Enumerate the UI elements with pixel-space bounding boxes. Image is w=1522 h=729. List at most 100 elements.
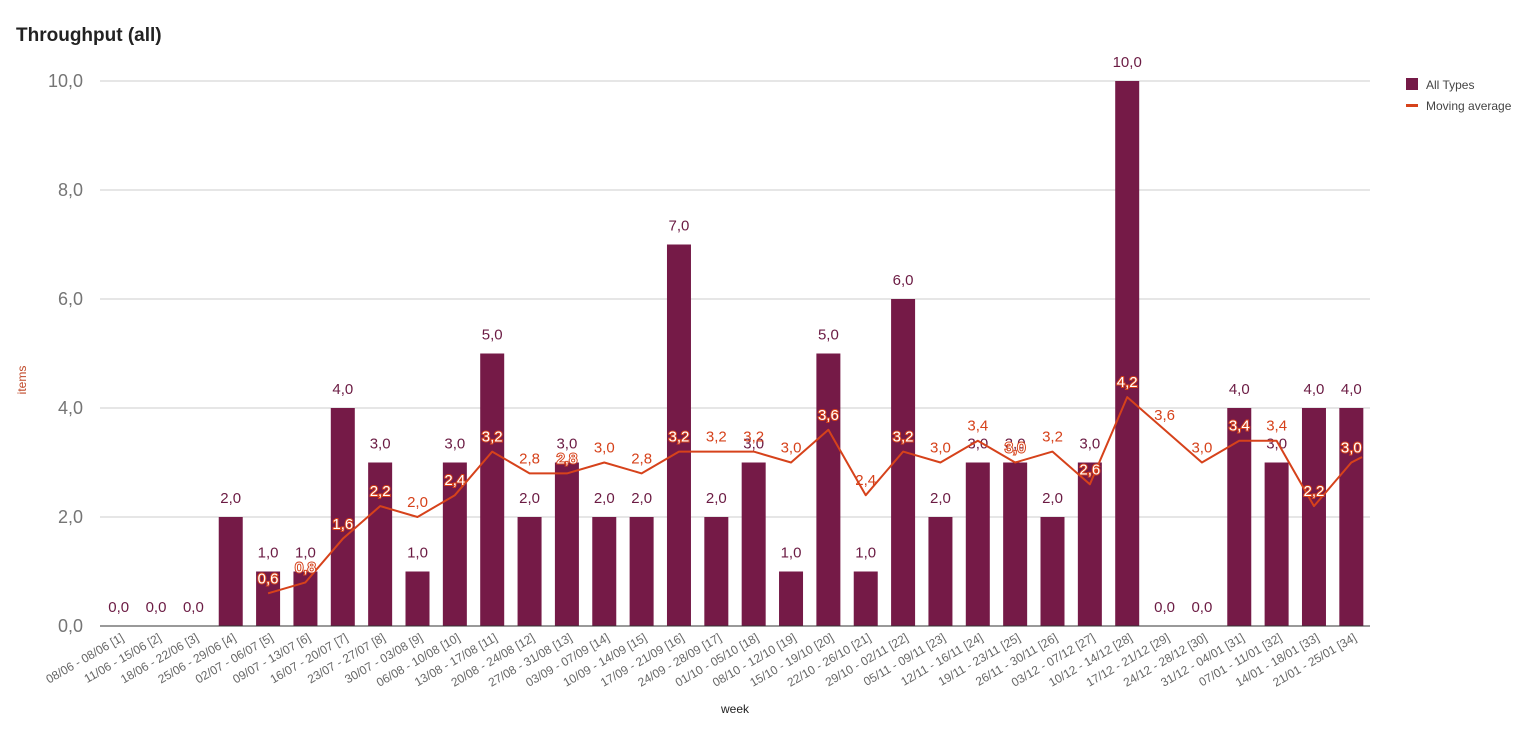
bar-value-label: 4,0 bbox=[332, 381, 353, 398]
bar bbox=[666, 244, 691, 626]
bar-value-label: 3,0 bbox=[556, 436, 577, 453]
y-axis-ticks: 0,0 2,0 4,0 6,0 8,0 10,0 bbox=[48, 71, 83, 636]
y-tick-label: 8,0 bbox=[58, 180, 83, 200]
legend: All Types Moving average bbox=[1406, 78, 1512, 113]
bar-value-label: 5,0 bbox=[482, 327, 503, 344]
bar bbox=[368, 462, 393, 626]
bar-value-label: 10,0 bbox=[1113, 54, 1142, 71]
bar-series bbox=[218, 81, 1364, 626]
bar-value-label: 1,0 bbox=[781, 545, 802, 562]
moving-average-value-label: 2,0 bbox=[407, 494, 428, 511]
moving-average-value-label: 3,0 bbox=[1005, 440, 1026, 457]
bar bbox=[891, 299, 916, 626]
bar-value-label: 2,0 bbox=[220, 490, 241, 507]
y-tick-label: 0,0 bbox=[58, 616, 83, 636]
bar bbox=[779, 571, 804, 626]
moving-average-data-labels: 0,60,81,62,22,02,43,22,8 2,83,02,83,2 3,2 3… bbox=[257, 373, 1363, 588]
bar bbox=[704, 517, 729, 626]
bar-value-label: 0,0 bbox=[183, 599, 204, 616]
legend-label-all-types: All Types bbox=[1426, 78, 1474, 92]
bar-data-labels: 0,0 0,0 0,02,01,0 1,04,03,01,03,05,02,03,02… bbox=[108, 54, 1362, 616]
moving-average-value-label: 2,8 bbox=[556, 450, 577, 467]
moving-average-value-label: 3,0 bbox=[1191, 440, 1212, 457]
moving-average-value-label: 2,2 bbox=[370, 483, 391, 500]
bar-value-label: 4,0 bbox=[1229, 381, 1250, 398]
y-tick-label: 2,0 bbox=[58, 507, 83, 527]
bar bbox=[1301, 408, 1326, 626]
bar bbox=[480, 353, 505, 626]
bar bbox=[1339, 408, 1364, 626]
moving-average-value-label: 3,4 bbox=[1266, 418, 1287, 435]
moving-average-value-label: 2,8 bbox=[519, 450, 540, 467]
bar bbox=[592, 517, 617, 626]
moving-average-value-label: 3,4 bbox=[967, 418, 988, 435]
moving-average-value-label: 3,2 bbox=[669, 429, 690, 446]
bar bbox=[442, 462, 467, 626]
y-axis-title: items bbox=[15, 366, 29, 395]
moving-average-value-label: 3,2 bbox=[893, 429, 914, 446]
moving-average-value-label: 3,4 bbox=[1229, 418, 1250, 435]
bar bbox=[928, 517, 953, 626]
moving-average-value-label: 0,6 bbox=[258, 570, 279, 587]
x-axis-title: week bbox=[720, 702, 750, 716]
moving-average-value-label: 2,6 bbox=[1079, 461, 1100, 478]
bar bbox=[517, 517, 542, 626]
moving-average-value-label: 1,6 bbox=[332, 516, 353, 533]
legend-label-moving-average: Moving average bbox=[1426, 99, 1512, 113]
bar-value-label: 2,0 bbox=[930, 490, 951, 507]
moving-average-value-label: 3,6 bbox=[818, 407, 839, 424]
bar bbox=[256, 571, 281, 626]
moving-average-value-label: 3,6 bbox=[1154, 407, 1175, 424]
moving-average-value-label: 2,4 bbox=[444, 472, 465, 489]
bar bbox=[629, 517, 654, 626]
bar bbox=[293, 571, 318, 626]
bar-value-label: 2,0 bbox=[519, 490, 540, 507]
bar-value-label: 5,0 bbox=[818, 327, 839, 344]
bar bbox=[1040, 517, 1065, 626]
y-tick-label: 4,0 bbox=[58, 398, 83, 418]
bar-value-label: 3,0 bbox=[1266, 436, 1287, 453]
bar-value-label: 0,0 bbox=[1191, 599, 1212, 616]
bar bbox=[1264, 462, 1289, 626]
bar-value-label: 7,0 bbox=[669, 218, 690, 235]
bar-value-label: 0,0 bbox=[146, 599, 167, 616]
moving-average-value-label: 3,2 bbox=[743, 429, 764, 446]
bar-value-label: 6,0 bbox=[893, 272, 914, 289]
bar-value-label: 3,0 bbox=[1005, 436, 1026, 453]
bar bbox=[816, 353, 841, 626]
bar-value-label: 2,0 bbox=[631, 490, 652, 507]
bar-value-label: 0,0 bbox=[108, 599, 129, 616]
moving-average-value-label: 3,2 bbox=[706, 429, 727, 446]
bar-value-label: 1,0 bbox=[407, 545, 428, 562]
moving-average-value-label: 2,2 bbox=[1304, 483, 1325, 500]
bar-value-label: 2,0 bbox=[594, 490, 615, 507]
bar-value-label: 4,0 bbox=[1341, 381, 1362, 398]
bar bbox=[218, 517, 243, 626]
bar bbox=[1077, 462, 1102, 626]
moving-average-value-label: 4,2 bbox=[1117, 374, 1138, 391]
bar bbox=[965, 462, 990, 626]
x-axis-ticks: 08/06 - 08/06 [1]11/06 - 15/06 [2]18/06 … bbox=[43, 630, 1358, 689]
bar-value-label: 3,0 bbox=[743, 436, 764, 453]
moving-average-series bbox=[267, 396, 1363, 595]
moving-average-value-label: 0,8 bbox=[295, 559, 316, 576]
bar-value-label: 4,0 bbox=[1304, 381, 1325, 398]
gridlines bbox=[100, 80, 1370, 518]
moving-average-value-label: 3,0 bbox=[781, 440, 802, 457]
chart-title: Throughput (all) bbox=[16, 25, 162, 46]
y-tick-label: 10,0 bbox=[48, 71, 83, 91]
legend-swatch-all-types bbox=[1406, 78, 1418, 90]
bar-value-label: 1,0 bbox=[855, 545, 876, 562]
bar-value-label: 0,0 bbox=[1154, 599, 1175, 616]
bar-value-label: 1,0 bbox=[258, 545, 279, 562]
moving-average-value-label: 3,0 bbox=[930, 440, 951, 457]
bar bbox=[405, 571, 430, 626]
bar-value-label: 3,0 bbox=[1079, 436, 1100, 453]
bar-value-label: 2,0 bbox=[1042, 490, 1063, 507]
bar-value-label: 3,0 bbox=[967, 436, 988, 453]
moving-average-value-label: 3,2 bbox=[1042, 429, 1063, 446]
moving-average-line bbox=[267, 396, 1363, 595]
bar bbox=[1115, 81, 1140, 626]
